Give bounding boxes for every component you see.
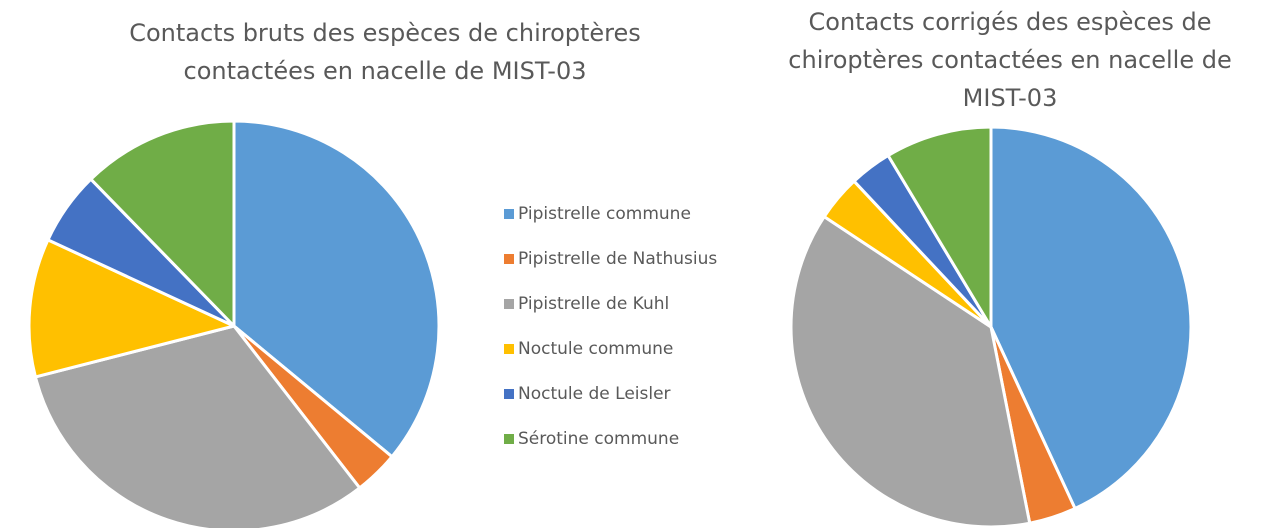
legend-label: Pipistrelle commune <box>518 204 691 224</box>
legend-label: Noctule commune <box>518 339 673 359</box>
pie-slice <box>886 125 993 329</box>
legend-label: Pipistrelle de Nathusius <box>518 249 717 269</box>
chart-title: Contacts corrigés des espèces de chiropt… <box>788 8 1232 112</box>
legend-swatch <box>504 434 514 444</box>
chart-title: Contacts bruts des espèces de chiroptère… <box>129 19 641 85</box>
legend-label: Sérotine commune <box>518 429 679 449</box>
pie-slice <box>33 324 362 528</box>
pie-slice <box>989 125 1193 510</box>
legend-swatch <box>504 344 514 354</box>
pie-slice <box>232 119 441 459</box>
legend-swatch <box>504 389 514 399</box>
legend-label: Noctule de Leisler <box>518 384 671 404</box>
pie-slice <box>27 238 236 379</box>
pie-slice <box>89 119 236 328</box>
legend-swatch <box>504 254 514 264</box>
legend-swatch <box>504 209 514 219</box>
legend-label: Pipistrelle de Kuhl <box>518 294 669 314</box>
pie-slice <box>789 215 1032 528</box>
legend-swatch <box>504 299 514 309</box>
